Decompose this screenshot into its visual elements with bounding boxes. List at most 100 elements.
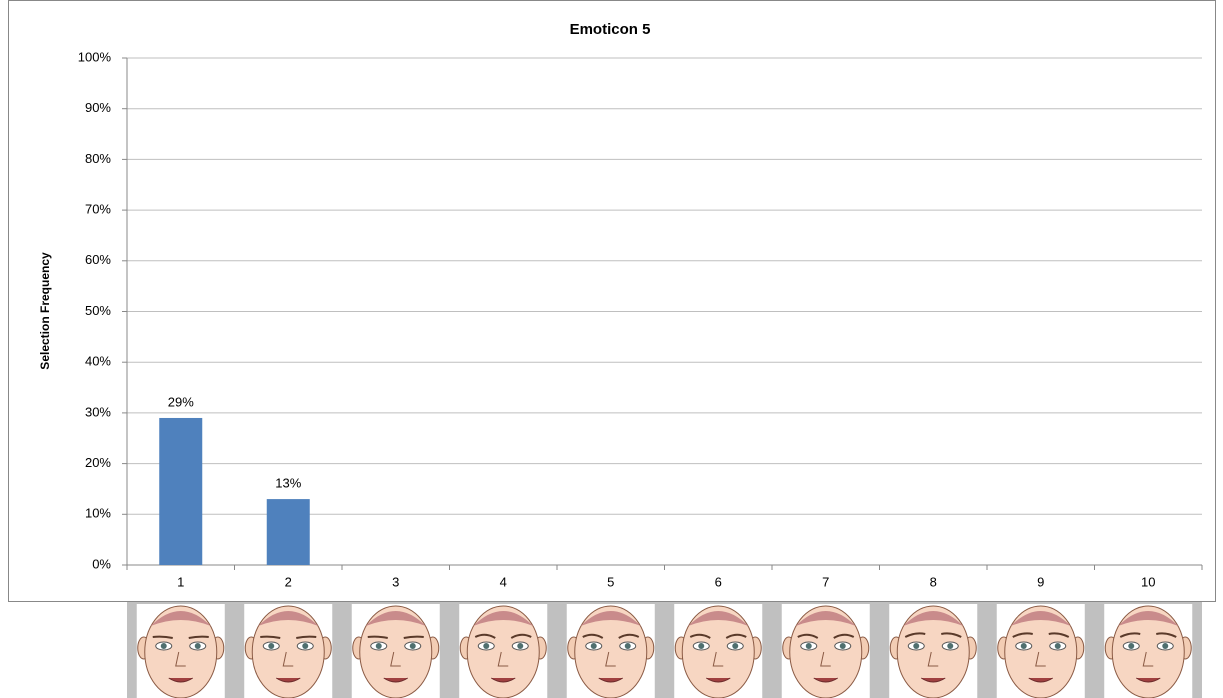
x-tick-label: 9 bbox=[1037, 574, 1044, 589]
face-head bbox=[896, 605, 970, 698]
x-tick-label: 8 bbox=[930, 574, 937, 589]
y-tick-label: 20% bbox=[85, 455, 111, 470]
face-nose bbox=[1142, 651, 1154, 667]
face-brow bbox=[188, 635, 209, 639]
face-brow bbox=[1048, 632, 1070, 638]
face-pupil bbox=[839, 643, 846, 649]
y-axis-label: Selection Frequency bbox=[38, 252, 52, 370]
face-pupil bbox=[302, 643, 309, 649]
face-brow bbox=[474, 633, 496, 639]
face-hair bbox=[150, 611, 211, 626]
face-brow bbox=[1119, 632, 1141, 638]
chart-title: Emoticon 5 bbox=[570, 21, 651, 38]
face-mouth bbox=[275, 677, 301, 683]
face-pupil bbox=[483, 643, 490, 649]
face-mouth bbox=[705, 677, 731, 683]
x-tick-label: 6 bbox=[715, 574, 722, 589]
y-tick-label: 30% bbox=[85, 404, 111, 419]
face-hair bbox=[473, 611, 534, 626]
bar bbox=[266, 499, 310, 565]
face-brow bbox=[618, 633, 640, 639]
face-mouth bbox=[383, 677, 409, 683]
face-mouth bbox=[1028, 677, 1054, 683]
face-nose bbox=[820, 651, 831, 667]
face-brow bbox=[941, 632, 962, 638]
face-nose bbox=[282, 651, 294, 667]
face-nose bbox=[1035, 651, 1046, 667]
face-pupil bbox=[805, 643, 812, 649]
face-brow bbox=[403, 635, 424, 639]
face-mouth bbox=[168, 677, 194, 683]
face-head bbox=[251, 605, 325, 698]
face-nose bbox=[175, 651, 186, 667]
face-head bbox=[359, 605, 433, 698]
face-nose bbox=[605, 651, 616, 667]
face-brow bbox=[510, 633, 532, 639]
y-tick-label: 70% bbox=[85, 202, 111, 217]
face-images bbox=[136, 604, 1193, 698]
face-head bbox=[789, 605, 863, 698]
face-hair bbox=[1010, 611, 1071, 626]
face-nose bbox=[390, 651, 401, 667]
face-nose bbox=[927, 651, 939, 667]
face-head bbox=[1004, 605, 1078, 698]
face-pupil bbox=[913, 643, 920, 649]
face-mouth bbox=[920, 677, 946, 683]
face-head bbox=[466, 605, 540, 698]
face-brow bbox=[689, 633, 711, 639]
y-tick-label: 10% bbox=[85, 506, 111, 521]
face-brow bbox=[1156, 632, 1177, 638]
face-head bbox=[681, 605, 755, 698]
face-pupil bbox=[409, 643, 416, 649]
data-label: 13% bbox=[275, 476, 301, 491]
face-pupil bbox=[1162, 643, 1169, 649]
face-pupil bbox=[517, 643, 524, 649]
x-tick-label: 5 bbox=[607, 574, 614, 589]
face-brow bbox=[904, 632, 926, 638]
face-pupil bbox=[1020, 643, 1027, 649]
face-hair bbox=[580, 611, 641, 626]
face-hair bbox=[365, 611, 426, 626]
face-pupil bbox=[732, 643, 739, 649]
face-pupil bbox=[590, 643, 597, 649]
face-nose bbox=[497, 651, 509, 667]
face-pupil bbox=[698, 643, 705, 649]
x-tick-label: 7 bbox=[822, 574, 829, 589]
face-hair bbox=[903, 611, 964, 626]
face-pupil bbox=[160, 643, 167, 649]
y-tick-label: 0% bbox=[92, 556, 111, 571]
face-brow bbox=[1012, 632, 1033, 638]
face-brow bbox=[833, 633, 855, 639]
face-pupil bbox=[1054, 643, 1061, 649]
y-tick-label: 80% bbox=[85, 151, 111, 166]
face-mouth bbox=[1135, 677, 1161, 683]
face-brow bbox=[725, 633, 747, 639]
bar bbox=[159, 417, 203, 565]
x-tick-label: 4 bbox=[500, 574, 507, 589]
face-brow bbox=[582, 633, 604, 639]
face-head bbox=[1111, 605, 1185, 698]
face-brow bbox=[152, 635, 173, 639]
face-mouth bbox=[490, 677, 516, 683]
y-tick-label: 60% bbox=[85, 252, 111, 267]
y-tick-label: 50% bbox=[85, 303, 111, 318]
face-nose bbox=[712, 651, 724, 667]
face-mouth bbox=[813, 677, 839, 683]
face-hair bbox=[795, 611, 856, 626]
x-tick-label: 1 bbox=[177, 574, 184, 589]
face-pupil bbox=[1128, 643, 1135, 649]
face-brow bbox=[367, 635, 388, 639]
face-hair bbox=[1118, 611, 1179, 626]
y-tick-label: 100% bbox=[78, 49, 112, 64]
chart-border bbox=[8, 0, 1216, 602]
y-tick-label: 90% bbox=[85, 100, 111, 115]
y-tick-label: 40% bbox=[85, 354, 111, 369]
face-pupil bbox=[194, 643, 201, 649]
face-pupil bbox=[268, 643, 275, 649]
face-hair bbox=[688, 611, 749, 626]
face-head bbox=[574, 605, 648, 698]
face-hair bbox=[258, 611, 319, 626]
data-label: 29% bbox=[168, 394, 194, 409]
